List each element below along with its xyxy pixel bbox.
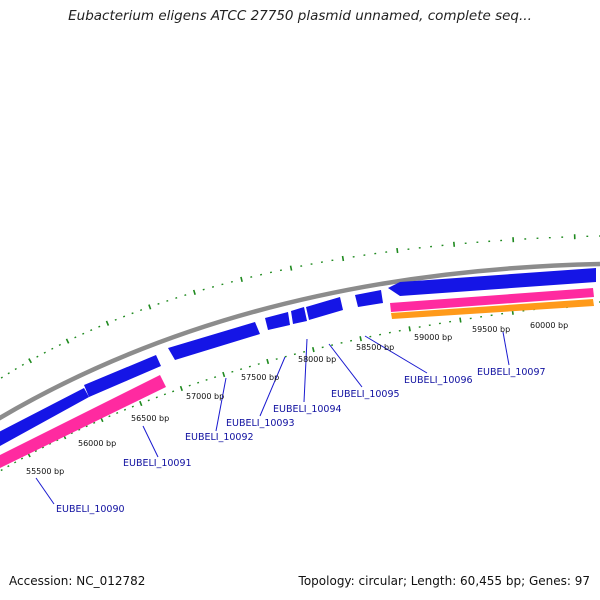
- label-leader-line: [364, 335, 428, 374]
- gene-label[interactable]: EUBELI_10096: [404, 375, 473, 386]
- major-tick: [359, 336, 362, 342]
- minor-tick: [7, 465, 10, 468]
- major-tick: [289, 265, 293, 271]
- minor-tick: [34, 450, 38, 453]
- rna-track[interactable]: [0, 288, 594, 468]
- minor-tick: [90, 329, 93, 332]
- minor-tick: [114, 318, 117, 321]
- gene-arrow-reverse[interactable]: [84, 355, 161, 397]
- label-leader-line: [502, 331, 510, 366]
- label-leader-line: [35, 477, 55, 505]
- major-tick: [311, 346, 315, 353]
- inner-tick-ring: [0, 301, 600, 472]
- major-tick: [266, 358, 270, 365]
- coordinate-label: 55500 bp: [26, 467, 64, 476]
- gene-label[interactable]: EUBELI_10093: [226, 418, 295, 429]
- major-tick: [139, 400, 143, 407]
- coordinate-label: 60000 bp: [530, 321, 568, 330]
- minor-tick: [0, 376, 3, 379]
- label-leader-line: [328, 343, 363, 388]
- gene-arrow-reverse[interactable]: [168, 322, 260, 360]
- minor-tick: [7, 372, 10, 375]
- major-tick: [222, 371, 226, 378]
- gene-label[interactable]: EUBELI_10095: [331, 389, 400, 400]
- minor-tick: [122, 315, 126, 318]
- gene-arrow-reverse[interactable]: [306, 297, 343, 320]
- minor-tick: [43, 351, 46, 354]
- major-tick: [148, 304, 152, 310]
- gene-arrow-forward[interactable]: [0, 388, 89, 446]
- minor-tick: [123, 408, 127, 411]
- major-tick: [341, 255, 345, 262]
- label-leader-line: [215, 377, 227, 432]
- rna-gene-orange[interactable]: [391, 299, 594, 319]
- gene-label[interactable]: EUBELI_10091: [123, 458, 192, 469]
- minor-tick: [98, 325, 101, 328]
- gene-arrow-reverse[interactable]: [291, 307, 307, 324]
- label-leader-line: [303, 338, 308, 403]
- minor-tick: [85, 425, 88, 428]
- major-tick: [65, 338, 70, 344]
- minor-tick: [93, 421, 96, 424]
- gene-label[interactable]: EUBELI_10092: [185, 432, 254, 443]
- coordinate-label: 57000 bp: [186, 392, 224, 401]
- label-leader-line: [259, 356, 286, 417]
- minor-tick: [20, 457, 24, 460]
- minor-tick: [82, 332, 85, 335]
- gene-label[interactable]: EUBELI_10094: [273, 404, 342, 415]
- major-tick: [408, 326, 411, 332]
- minor-tick: [36, 355, 39, 358]
- gene-arrow-reverse[interactable]: [388, 268, 596, 296]
- major-tick: [28, 358, 32, 364]
- rna-gene-pink[interactable]: [0, 375, 166, 468]
- topology-summary: Topology: circular; Length: 60,455 bp; G…: [298, 574, 590, 588]
- minor-tick: [58, 343, 61, 346]
- major-tick: [105, 320, 110, 326]
- cds-track[interactable]: [0, 268, 596, 446]
- major-tick: [192, 289, 196, 295]
- coordinate-label: 58500 bp: [356, 343, 394, 352]
- major-tick: [179, 385, 183, 392]
- coordinate-label: 56500 bp: [131, 414, 169, 423]
- minor-tick: [51, 347, 54, 350]
- gene-label-leaders: [35, 331, 510, 505]
- map-title: Eubacterium eligens ATCC 27750 plasmid u…: [68, 8, 532, 24]
- rna-gene-pink[interactable]: [390, 288, 594, 312]
- minor-tick: [21, 363, 24, 366]
- gene-label[interactable]: EUBELI_10097: [477, 367, 546, 378]
- outer-tick-ring: [0, 234, 600, 379]
- gene-arrow-reverse[interactable]: [355, 290, 383, 307]
- minor-tick: [116, 412, 119, 414]
- accession-label: Accession: NC_012782: [9, 574, 146, 588]
- minor-tick: [108, 415, 111, 418]
- minor-tick: [14, 461, 17, 464]
- major-tick: [240, 276, 243, 283]
- major-tick: [396, 247, 399, 254]
- minor-tick: [131, 405, 134, 408]
- coordinate-label: 56000 bp: [78, 439, 116, 448]
- gene-label[interactable]: EUBELI_10090: [56, 504, 125, 515]
- label-leader-line: [142, 425, 159, 458]
- minor-tick: [147, 399, 150, 402]
- gene-labels[interactable]: EUBELI_10090 EUBELI_10091 EUBELI_10092 EUBE…: [56, 367, 546, 515]
- coordinate-labels: 55500 bp 56000 bp 56500 bp 57000 bp 57500 bp…: [26, 321, 568, 476]
- coordinate-label: 57500 bp: [241, 373, 279, 382]
- minor-tick: [0, 469, 3, 472]
- gene-arrow-reverse[interactable]: [265, 312, 290, 330]
- coordinate-label: 59000 bp: [414, 333, 452, 342]
- major-tick: [459, 317, 462, 323]
- minor-tick: [14, 367, 17, 371]
- coordinate-label: 58000 bp: [298, 355, 336, 364]
- plasmid-backbone: [0, 261, 600, 421]
- minor-tick: [74, 336, 77, 339]
- coordinate-label: 59500 bp: [472, 325, 510, 334]
